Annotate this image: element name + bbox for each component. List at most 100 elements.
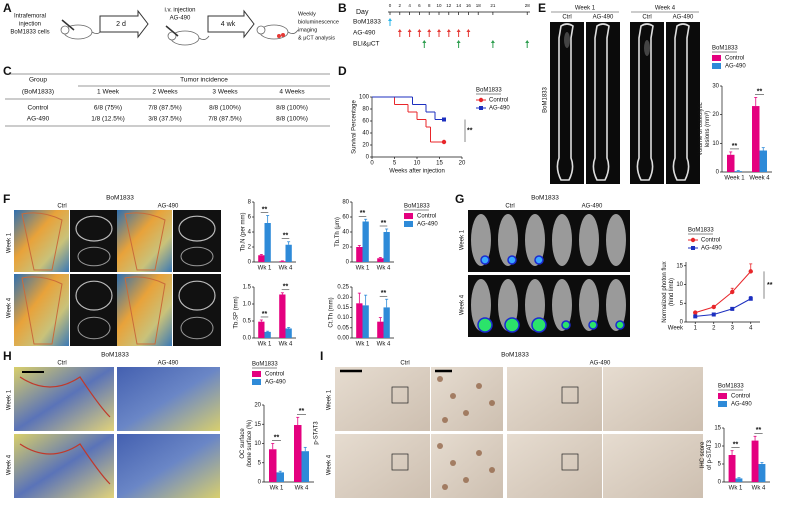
bli-signal	[507, 255, 517, 265]
panel-label: B	[338, 1, 347, 15]
x-tick-label: Wk 4	[377, 342, 391, 348]
significance: **	[274, 434, 280, 441]
significance: **	[467, 128, 473, 135]
bar	[269, 449, 277, 482]
x-tick-label: Wk 4	[279, 266, 293, 272]
slice	[75, 215, 113, 242]
arrow-label: 2 d	[116, 21, 126, 28]
significance: **	[732, 143, 738, 150]
panel-label: D	[338, 64, 347, 78]
table-cell: 8/8 (100%)	[209, 105, 241, 112]
arrow-head	[490, 40, 495, 43]
error-bar	[385, 298, 389, 308]
error-bar	[357, 292, 361, 304]
nucleus	[450, 460, 456, 466]
timeline-arrow	[397, 29, 402, 37]
column-label: AG-490	[593, 15, 614, 21]
significance: **	[756, 427, 762, 434]
timeline-tick-label: 4	[408, 3, 411, 8]
legend-label: Control	[701, 238, 720, 244]
image-panel	[603, 434, 703, 498]
mouse-icon	[198, 35, 210, 40]
image-panel	[117, 274, 172, 346]
table-header: 1 Week	[97, 89, 120, 96]
x-tick-label: Wk 4	[295, 486, 309, 492]
marker	[693, 314, 698, 319]
legend-label: Control	[265, 372, 284, 378]
bar	[759, 150, 767, 172]
timeline-arrow	[407, 29, 412, 37]
y-tick-label: 0.10	[337, 315, 349, 321]
arrow-label: 4 wk	[221, 21, 236, 28]
legend-title: BoM1833	[712, 46, 738, 52]
significance: **	[381, 290, 387, 297]
slice	[180, 246, 214, 267]
marker	[441, 139, 447, 145]
row-label: Week 4	[460, 294, 466, 315]
x-tick-label: Wk 1	[270, 486, 284, 492]
error-bar	[278, 470, 282, 473]
error-bar	[287, 241, 291, 245]
table-cell: 1/8 (12.5%)	[91, 116, 125, 123]
row-label: Week 4	[7, 297, 13, 318]
series-line	[695, 271, 752, 314]
y-axis-label: Ct.Th (mm)	[328, 297, 334, 327]
y-tick-label: 20	[712, 112, 719, 118]
column-group: Week 4	[655, 6, 676, 12]
bar	[751, 440, 759, 482]
column-label: Ctrl	[57, 361, 66, 367]
bar	[294, 425, 302, 482]
column-label: Ctrl	[400, 361, 409, 367]
table-cell: 3/8 (37.5%)	[148, 116, 182, 123]
error-bar	[761, 147, 765, 151]
x-tick-label: Wk 1	[258, 342, 272, 348]
zoom-box	[561, 386, 579, 404]
panel-label: C	[3, 64, 12, 78]
error-bar	[729, 151, 733, 155]
timeline-arrow	[446, 29, 451, 37]
legend-label: AG-490	[265, 380, 286, 386]
panel-title: BoM1833	[101, 352, 129, 359]
legend-label: AG-490	[489, 106, 510, 112]
legend-label: AG-490	[417, 222, 438, 228]
x-tick-label: Wk 4	[279, 342, 293, 348]
lesion	[644, 40, 650, 56]
arrow-box	[99, 9, 149, 39]
nucleus	[463, 477, 469, 483]
nucleus	[437, 443, 443, 449]
timeline-tick-label: 18	[476, 3, 482, 8]
nucleus	[442, 417, 448, 423]
arrow-head	[456, 29, 461, 32]
marker	[442, 117, 446, 122]
timeline-tick-label: 0	[389, 3, 392, 8]
bar	[383, 232, 390, 262]
bli-signal	[534, 255, 544, 265]
y-tick-label: 10	[254, 441, 261, 447]
timeline-arrow	[490, 40, 495, 48]
arrow-head	[422, 40, 427, 43]
y-tick-label: 60	[342, 215, 349, 221]
legend-title: BoM1833	[688, 228, 714, 234]
timeline-arrow	[388, 18, 392, 26]
legend-label: AG-490	[701, 246, 722, 252]
bar	[362, 221, 369, 262]
y-tick-label: 0	[248, 260, 252, 266]
significance: **	[262, 206, 268, 213]
arrow-head	[427, 29, 432, 32]
table-header: Group	[29, 77, 47, 84]
zoom-box	[391, 386, 409, 404]
mouse	[552, 279, 572, 331]
bar	[356, 247, 363, 262]
timeline-row-label: BLI&μCT	[353, 41, 380, 48]
y-tick-label: 8	[248, 200, 252, 206]
y-tick-label: 80	[362, 107, 369, 113]
series-line	[695, 298, 751, 317]
y-tick-label: 4	[248, 230, 252, 236]
bli-signal	[588, 320, 598, 330]
image-panel	[117, 434, 220, 498]
y-tick-label: 15	[714, 426, 721, 432]
slice	[180, 316, 214, 340]
error-bar	[378, 257, 382, 259]
y-axis-label: Tb.N (per mm)	[240, 212, 246, 251]
nucleus	[489, 467, 495, 473]
